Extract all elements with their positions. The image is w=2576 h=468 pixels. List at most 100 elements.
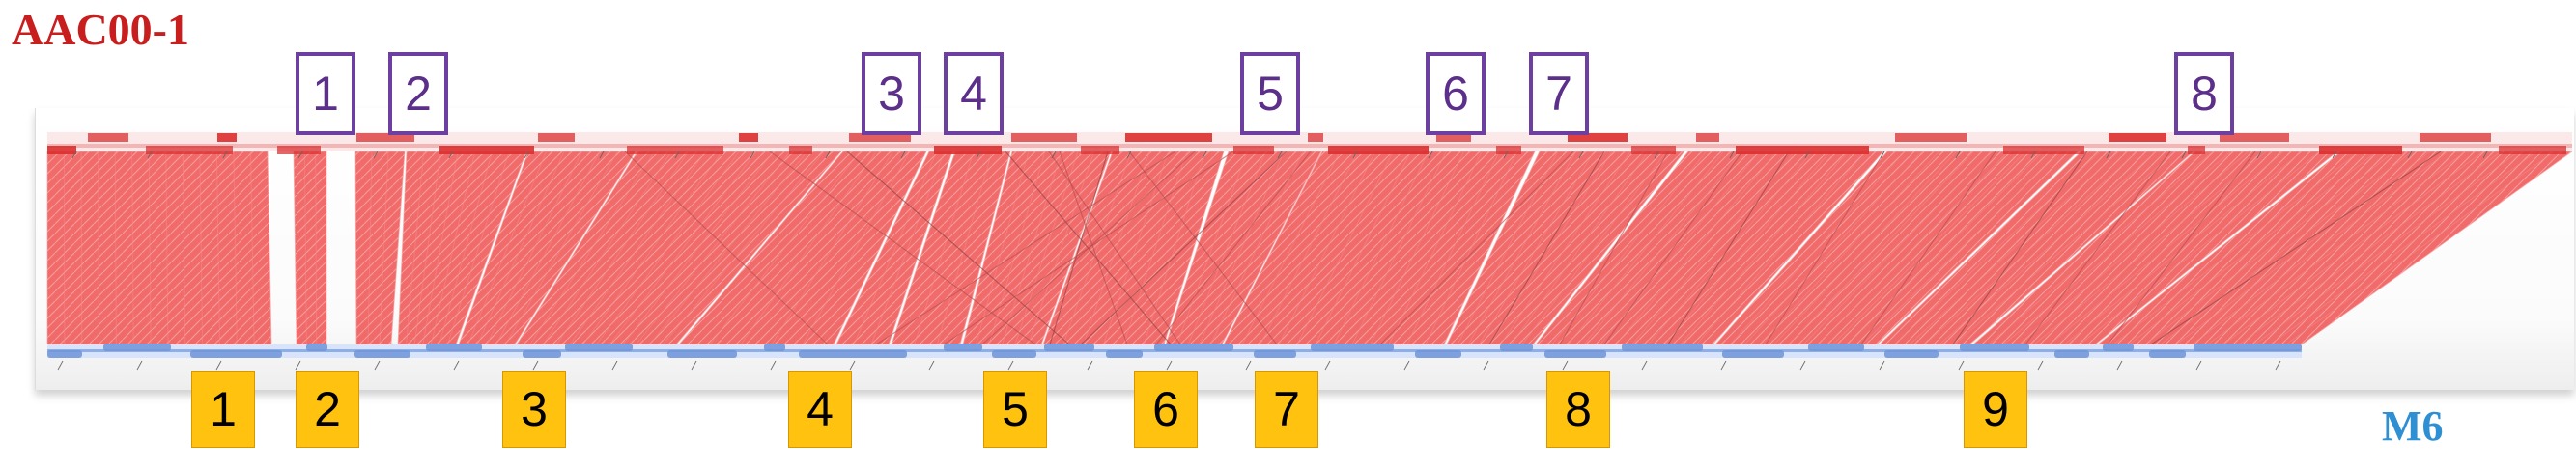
- cross-alignment-10: [1488, 151, 1605, 345]
- top-scale-tick: [900, 151, 906, 159]
- top-scale-tick: [674, 151, 680, 159]
- top-scale-tick: [2332, 151, 2337, 159]
- alignment-line: [1478, 151, 1595, 345]
- cross-alignment-11: [1559, 151, 1669, 345]
- alignment-line: [2144, 151, 2395, 345]
- bottom-gene-feature: [306, 344, 327, 351]
- alignment-line: [1425, 151, 1518, 345]
- top-gene-feature: [849, 133, 911, 142]
- top-scale-tick: [1202, 151, 1207, 159]
- bottom-scale-tick: [1562, 360, 1569, 371]
- alignment-line: [1443, 151, 1536, 345]
- alignment-line: [2049, 151, 2285, 345]
- top-gene-feature: [1895, 133, 1967, 142]
- alignment-line: [1744, 151, 1923, 345]
- alignment-line: [1351, 151, 1447, 345]
- top-scale-tick: [1578, 151, 1584, 159]
- bottom-gene-feature: [1622, 344, 1703, 351]
- alignment-line: [1567, 151, 1725, 345]
- alignment-line: [835, 151, 930, 345]
- top-scale-tick: [1503, 151, 1509, 159]
- synteny-band-texture-13: [1224, 151, 1535, 344]
- top-scale-tick: [1880, 151, 1885, 159]
- bottom-gene-feature: [992, 350, 1036, 358]
- cross-alignment-14: [1765, 151, 1885, 345]
- top-gene-feature: [439, 146, 534, 154]
- alignment-line: [555, 151, 690, 345]
- alignment-line: [2129, 151, 2378, 345]
- top-gene-feature: [2499, 146, 2566, 154]
- cross-alignment-16: [1952, 151, 2088, 345]
- cross-alignment-7: [1080, 151, 1288, 345]
- cross-alignment-24: [943, 151, 1234, 345]
- alignment-line: [354, 151, 357, 345]
- bottom-scale-tick: [2195, 360, 2202, 371]
- alignment-line: [1333, 151, 1430, 345]
- alignment-line: [165, 151, 169, 345]
- bottom-scale-tick: [215, 360, 222, 371]
- top-scale-tick: [2106, 151, 2111, 159]
- alignment-line: [148, 151, 152, 345]
- alignment-line: [1532, 151, 1685, 345]
- top-scale-tick: [448, 151, 454, 159]
- alignment-line: [1714, 151, 1888, 345]
- alignment-line: [2097, 151, 2342, 345]
- alignment-line: [1002, 151, 1062, 345]
- alignment-line: [2079, 151, 2320, 345]
- top-gene-feature: [1328, 146, 1429, 154]
- alignment-line: [1260, 151, 1359, 345]
- synteny-band-texture-1: [47, 151, 271, 344]
- bottom-gene-feature: [944, 344, 982, 351]
- alignment-line: [114, 151, 117, 345]
- bottom-region-marker-2: 2: [296, 371, 359, 448]
- alignment-line: [1489, 151, 1613, 345]
- genome-title-aac00-1: AAC00-1: [12, 5, 189, 54]
- bottom-gene-feature: [190, 350, 282, 358]
- alignment-line: [514, 151, 637, 345]
- top-gene-feature: [2319, 146, 2402, 154]
- alignment-line: [636, 151, 791, 345]
- alignment-line: [250, 151, 255, 345]
- top-scale-tick: [1729, 151, 1735, 159]
- bottom-gene-feature: [565, 344, 633, 351]
- alignment-line: [1176, 151, 1248, 345]
- synteny-band-texture-12: [1166, 151, 1321, 344]
- bottom-gene-feature: [1544, 350, 1606, 358]
- cross-alignment-15: [1860, 151, 1996, 345]
- alignment-line: [2033, 151, 2267, 345]
- alignment-line: [267, 151, 272, 345]
- alignment-line: [1954, 151, 2175, 345]
- bottom-gene-feature: [1154, 344, 1233, 351]
- synteny-band-texture-8: [836, 151, 952, 344]
- alignment-line: [1143, 151, 1206, 345]
- alignment-line: [1535, 151, 1689, 345]
- bottom-scale-tick: [2037, 360, 2044, 371]
- top-region-marker-1: 1: [296, 52, 355, 135]
- alignment-line: [976, 151, 1030, 345]
- top-gene-feature: [277, 146, 321, 154]
- top-gene-feature: [1696, 133, 1719, 142]
- synteny-band-texture-5: [459, 151, 636, 344]
- alignment-line: [1680, 151, 1849, 345]
- bottom-scale-tick: [1324, 360, 1331, 371]
- top-gene-feature: [2003, 146, 2084, 154]
- bottom-gene-feature: [1415, 350, 1461, 358]
- bottom-scale-tick: [849, 360, 856, 371]
- alignment-line: [1511, 151, 1649, 345]
- alignment-line: [1924, 151, 2138, 345]
- alignment-line: [1615, 151, 1778, 345]
- top-scale-tick: [2256, 151, 2262, 159]
- top-scale-tick: [599, 151, 605, 159]
- top-gene-feature: [2188, 146, 2205, 154]
- alignment-line: [1042, 151, 1114, 345]
- alignment-line: [891, 151, 956, 345]
- alignment-line: [1221, 151, 1322, 345]
- alignment-line: [2270, 151, 2537, 345]
- cross-alignment-20: [624, 151, 829, 345]
- bottom-gene-feature: [667, 350, 737, 358]
- bottom-gene-feature: [2194, 344, 2302, 351]
- top-gene-feature: [2420, 133, 2491, 142]
- top-scale-tick: [1654, 151, 1659, 159]
- synteny-comparison-panel: [35, 108, 2574, 390]
- alignment-line: [609, 151, 757, 345]
